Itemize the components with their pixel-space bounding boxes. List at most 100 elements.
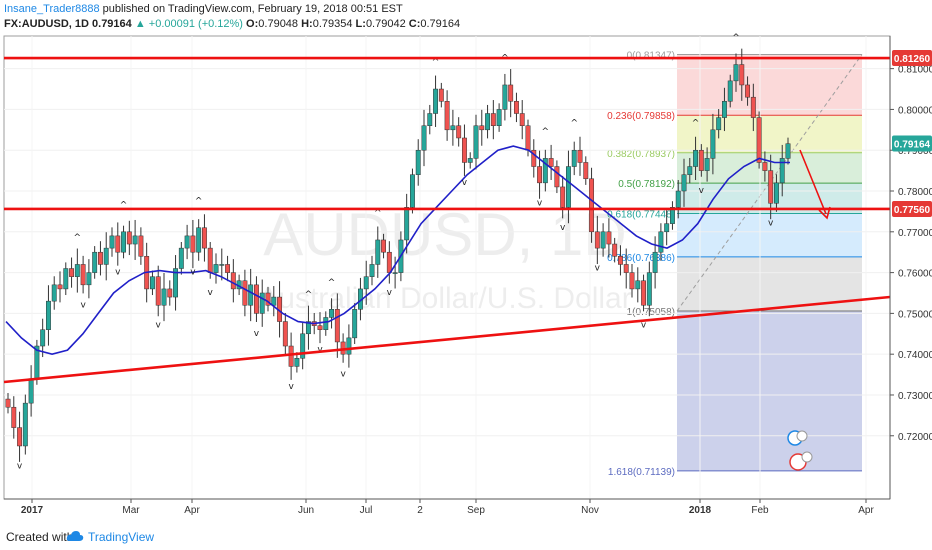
fib-zone <box>677 311 862 471</box>
tradingview-logo-text[interactable]: TradingView <box>88 530 155 544</box>
candle-body <box>190 235 196 253</box>
fractal-down-marker: v <box>699 186 705 196</box>
candle-body <box>80 264 86 286</box>
candle-body <box>710 129 716 159</box>
candle-body <box>502 84 508 110</box>
candle-body <box>531 149 537 167</box>
candle-body <box>392 272 398 274</box>
fractal-up-marker: ^ <box>692 119 700 129</box>
author-link[interactable]: Insane_Trader8888 <box>4 3 100 15</box>
candle-body <box>467 158 473 163</box>
price-axis[interactable]: 0.81000 0.80000 0.79000 0.78000 0.77000 0.760… <box>890 65 932 443</box>
price-tags: 0.81260 0.79164 0.77560 <box>892 50 932 217</box>
candle-body <box>346 337 352 355</box>
candle-body <box>28 378 34 404</box>
candle-body <box>109 235 115 249</box>
fractal-up-marker: ^ <box>732 33 740 43</box>
event-count-badge <box>796 430 808 442</box>
candle-body <box>565 166 571 208</box>
fib-level-label: 0.382(0.78937) <box>607 149 675 160</box>
candle-body <box>178 247 184 269</box>
candle-body <box>617 256 623 265</box>
candle-body <box>5 398 11 408</box>
candle-body <box>381 239 387 253</box>
price-chart[interactable]: 0(0.81347) 0.236(0.79858) 0.382(0.78937) 0.… <box>0 0 932 524</box>
event-icons[interactable] <box>787 430 813 471</box>
fractal-down-marker: v <box>462 178 468 188</box>
close-value: 0.79164 <box>420 18 461 30</box>
y-tick-label: 0.76000 <box>898 269 932 280</box>
candle-body <box>450 125 456 131</box>
ohlc-line: FX:AUDUSD, 1D 0.79164 ▲ +0.00091 (+0.12%… <box>4 17 924 32</box>
fractal-down-marker: v <box>641 321 647 331</box>
support-trendline[interactable] <box>3 295 891 384</box>
candle-body <box>57 284 63 290</box>
y-tick-label: 0.77000 <box>898 228 932 239</box>
candle-body <box>589 178 595 233</box>
candle-body <box>271 296 277 306</box>
candle-body <box>433 88 439 114</box>
high-label: H: <box>301 18 313 30</box>
candle-body <box>74 264 80 277</box>
candle-body <box>768 170 774 204</box>
candle-body <box>664 223 670 233</box>
candle-body <box>687 166 693 175</box>
candle-body <box>646 272 652 306</box>
candle-body <box>138 235 144 257</box>
x-tick-label: Apr <box>858 505 874 516</box>
candle-body <box>698 149 704 171</box>
candle-body <box>329 309 335 318</box>
candle-body <box>201 227 207 249</box>
projection-arrow-shaft[interactable] <box>799 149 827 215</box>
candle-body <box>317 325 323 330</box>
candle-body <box>773 182 779 204</box>
candle-body <box>658 231 664 253</box>
candle-body <box>86 272 92 286</box>
candle-body <box>22 402 28 447</box>
fib-zone <box>677 115 862 153</box>
candle-body <box>369 264 375 277</box>
symbol-label[interactable]: FX:AUDUSD, 1D <box>4 18 89 30</box>
fractal-down-marker: v <box>317 345 323 355</box>
fractal-down-marker: v <box>190 268 196 278</box>
candle-body <box>669 207 675 224</box>
candle-body <box>126 231 132 245</box>
candle-body <box>641 280 647 306</box>
candle-body <box>456 125 462 139</box>
candle-body <box>542 158 548 184</box>
candle-body <box>288 345 294 367</box>
candle-body <box>173 268 179 298</box>
candle-body <box>363 276 369 290</box>
moving-average <box>5 145 790 356</box>
y-tick-label: 0.79000 <box>898 146 932 157</box>
time-axis[interactable]: 2017 Mar Apr Jun Jul 2 Sep Nov 2018 Feb Apr <box>21 499 875 516</box>
candle-body <box>149 276 155 290</box>
fib-trend-line <box>676 54 863 312</box>
fibonacci-retracement[interactable]: 0(0.81347) 0.236(0.79858) 0.382(0.78937) 0.… <box>607 50 863 478</box>
fractal-down-marker: v <box>115 268 121 278</box>
candle-body <box>461 137 467 163</box>
candle-body <box>508 84 514 102</box>
candle-body <box>681 174 687 192</box>
fractal-down-marker: v <box>768 219 774 229</box>
candle-body <box>97 251 103 265</box>
event-count-badge <box>801 451 813 463</box>
fractal-down-marker: v <box>288 382 294 392</box>
candle-body <box>352 309 358 339</box>
low-label: L: <box>355 18 366 30</box>
candle-body <box>721 101 727 118</box>
fib-level-label: 0.786(0.76386) <box>607 253 675 264</box>
y-tick-label: 0.81000 <box>898 65 932 76</box>
x-tick-label: Jul <box>360 505 373 516</box>
candle-body <box>623 264 629 273</box>
price-tag-box <box>892 200 932 217</box>
fractal-up-marker: ^ <box>120 200 128 210</box>
candle-body <box>219 264 225 266</box>
candle-body <box>473 125 479 159</box>
candle-body <box>45 300 51 330</box>
trendlines[interactable] <box>3 56 891 384</box>
candle-body <box>132 235 138 245</box>
price-tag-label: 0.81260 <box>894 54 931 65</box>
candle-body <box>242 280 248 306</box>
candle-body <box>121 231 127 253</box>
